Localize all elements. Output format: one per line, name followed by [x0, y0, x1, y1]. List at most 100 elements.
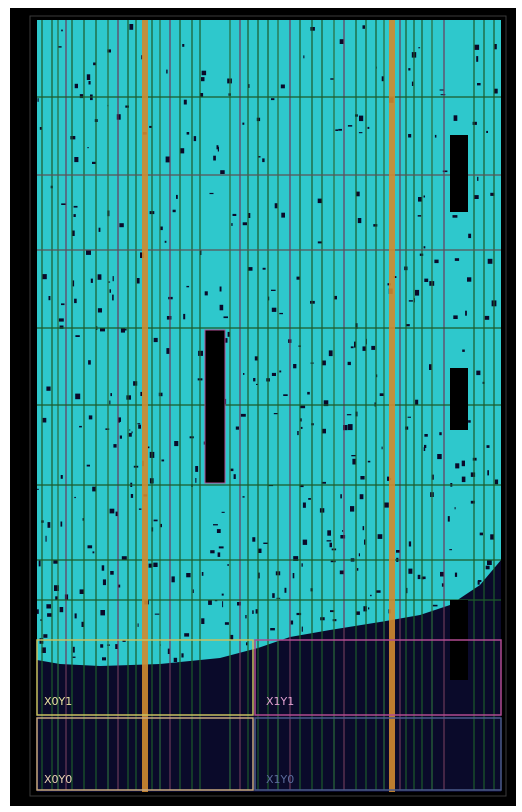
unplaced-site: [368, 607, 369, 609]
unplaced-site: [165, 241, 167, 243]
unplaced-site: [408, 68, 410, 70]
unplaced-site: [236, 427, 239, 430]
unplaced-site: [176, 195, 178, 199]
unplaced-site: [138, 623, 139, 627]
unplaced-site: [113, 276, 114, 281]
unplaced-site: [103, 579, 106, 585]
unplaced-site: [225, 622, 229, 625]
unplaced-site: [477, 177, 478, 181]
unplaced-site: [220, 305, 224, 311]
unplaced-site: [112, 295, 114, 301]
unplaced-site: [418, 575, 421, 579]
unplaced-site: [408, 569, 412, 574]
unplaced-site: [424, 196, 426, 198]
unplaced-site: [89, 415, 93, 419]
unplaced-site: [43, 418, 47, 423]
unplaced-site: [220, 287, 222, 292]
unplaced-site: [348, 362, 351, 365]
unplaced-site: [243, 222, 247, 225]
unplaced-site: [88, 360, 91, 364]
unplaced-site: [88, 545, 93, 548]
unplaced-site: [285, 588, 287, 593]
unplaced-site: [59, 318, 64, 321]
unplaced-site: [210, 550, 214, 553]
unplaced-site: [426, 641, 427, 644]
unplaced-site: [249, 267, 253, 271]
unplaced-site: [233, 214, 237, 216]
unplaced-site: [352, 459, 355, 465]
unplaced-site: [434, 260, 438, 264]
unplaced-site: [412, 82, 413, 86]
unplaced-site: [330, 652, 334, 654]
page: X0Y1 X1Y1 X0Y0 X1Y0 (() => { const data …: [0, 0, 522, 812]
unplaced-site: [102, 565, 105, 570]
unplaced-site: [222, 512, 225, 513]
unplaced-site: [61, 30, 63, 32]
unplaced-site: [74, 497, 76, 498]
unplaced-site: [363, 526, 365, 530]
unplaced-site: [46, 604, 51, 608]
unplaced-site: [318, 199, 322, 204]
unplaced-site: [275, 203, 278, 208]
unplaced-site: [340, 494, 342, 498]
unplaced-site: [43, 274, 47, 279]
unplaced-site: [283, 394, 288, 396]
unplaced-site: [210, 193, 214, 194]
unplaced-site: [293, 573, 295, 578]
unplaced-site: [348, 424, 353, 430]
unplaced-site: [93, 63, 95, 66]
unplaced-site: [429, 364, 431, 370]
unplaced-site: [303, 55, 304, 58]
unplaced-site: [293, 364, 296, 368]
unplaced-site: [303, 503, 306, 508]
unplaced-site: [448, 516, 450, 522]
unplaced-site: [360, 476, 364, 480]
unplaced-site: [440, 572, 444, 577]
unplaced-site: [87, 74, 90, 80]
unplaced-site: [194, 136, 196, 141]
unplaced-site: [187, 132, 190, 135]
unplaced-site: [318, 241, 322, 243]
unplaced-site: [49, 296, 51, 300]
unplaced-site: [37, 609, 39, 614]
unplaced-site: [139, 509, 142, 510]
unplaced-site: [205, 291, 208, 295]
unplaced-site: [231, 469, 234, 472]
unplaced-site: [186, 573, 190, 577]
unplaced-site: [61, 522, 63, 527]
unplaced-site: [220, 170, 225, 174]
unplaced-site: [224, 316, 229, 318]
unplaced-site: [424, 434, 427, 437]
unplaced-site: [462, 477, 466, 483]
unplaced-site: [75, 335, 79, 337]
clock-column: [142, 20, 148, 792]
unplaced-site: [183, 314, 185, 319]
unplaced-site: [409, 653, 412, 658]
unplaced-site: [89, 81, 91, 85]
unplaced-site: [487, 470, 489, 475]
unplaced-site: [219, 546, 224, 548]
unplaced-site: [418, 197, 422, 202]
unplaced-site: [201, 618, 204, 624]
unplaced-site: [75, 394, 80, 400]
unplaced-site: [208, 601, 212, 605]
unplaced-site: [79, 426, 82, 428]
unplaced-site: [213, 156, 216, 161]
unplaced-site: [442, 583, 444, 586]
unplaced-site: [244, 653, 246, 654]
unplaced-site: [100, 610, 105, 615]
unplaced-site: [202, 572, 204, 576]
unplaced-site: [137, 278, 140, 284]
unplaced-site: [242, 123, 244, 125]
unplaced-site: [253, 378, 255, 381]
unplaced-site: [477, 83, 481, 85]
unplaced-site: [241, 414, 246, 417]
unplaced-site: [166, 70, 167, 74]
unplaced-site: [453, 315, 457, 319]
unplaced-site: [373, 224, 377, 227]
unplaced-site: [74, 206, 78, 208]
unplaced-site: [468, 234, 471, 238]
unplaced-site: [303, 540, 307, 545]
unplaced-site: [382, 447, 383, 450]
unplaced-site: [291, 621, 293, 625]
